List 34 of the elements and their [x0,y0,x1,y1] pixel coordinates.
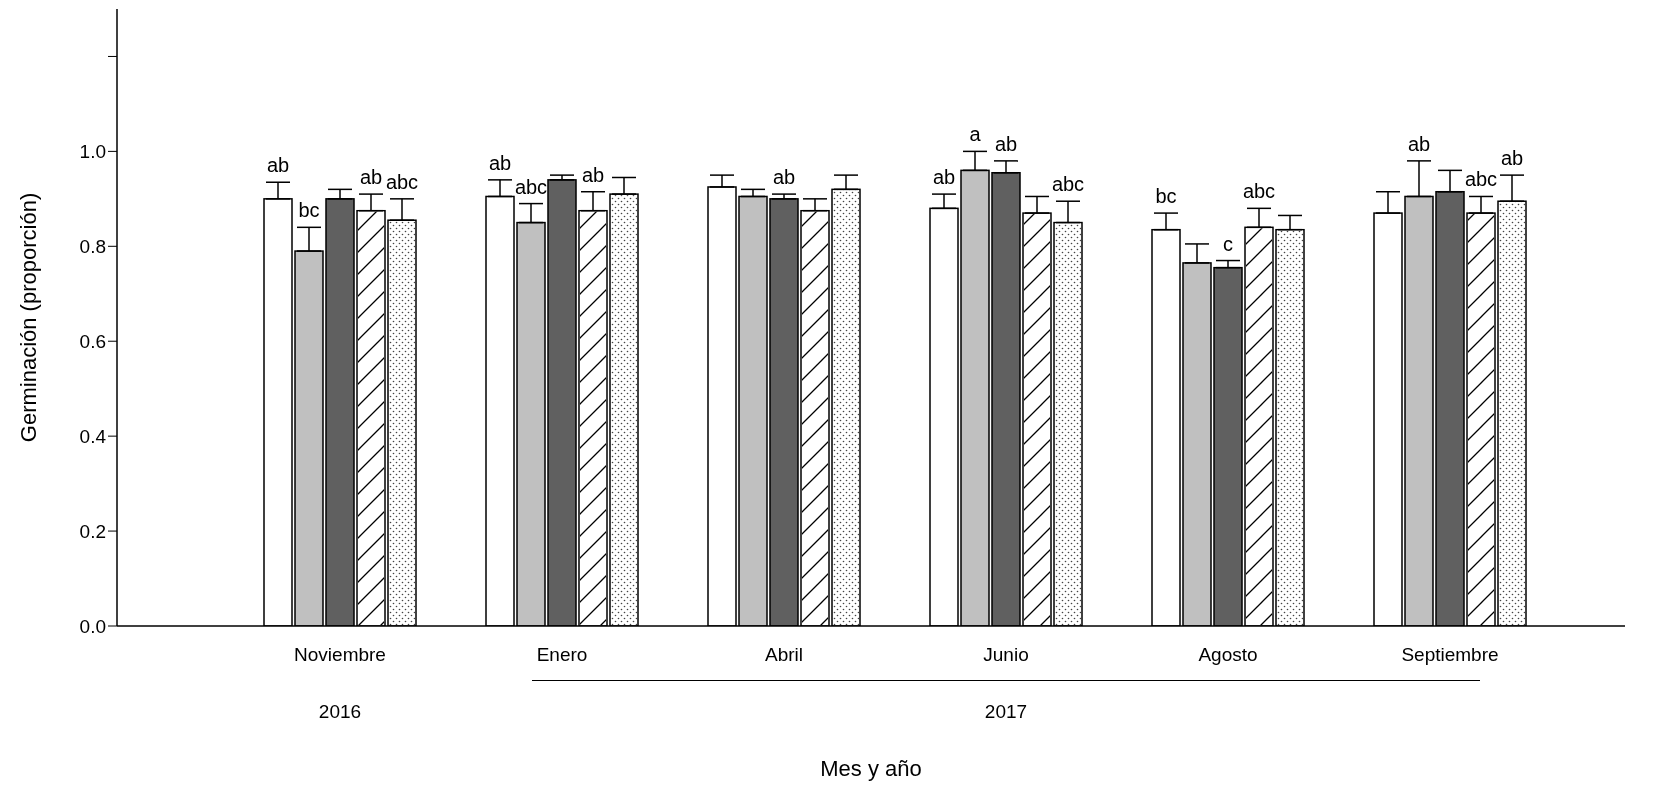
x-tick-label: Septiembre [1401,644,1499,666]
y-tick-label: 0.6 [79,330,106,352]
data-label: abc [1464,168,1498,191]
y-tick-label: 0.2 [79,520,106,542]
data-label: ab [772,166,796,189]
text: 2017 [983,701,1029,723]
x-tick-label: Noviembre [294,644,386,666]
x-tick-label: Agosto [1198,644,1258,666]
data-label: c [1223,232,1233,255]
y-axis-title: Germinación (proporción) [15,192,41,443]
data-label: ab [266,154,290,177]
y-tick-label: 0.4 [79,425,107,447]
data-label: ab [1407,132,1431,155]
data-label: abc [1051,173,1085,196]
data-label: abc [1242,180,1276,203]
data-label: ab [581,163,605,186]
data-label: ab [359,166,383,189]
data-label: bc [1155,185,1177,208]
x-tick-label: Junio [983,644,1029,666]
data-label: abc [514,175,548,198]
data-label: ab [1500,147,1524,170]
y-tick-label: 0.8 [79,236,106,258]
x-tick-label: Abril [764,644,804,666]
data-label: ab [994,132,1018,155]
data-label: abc [385,170,419,193]
data-label: ab [488,151,512,174]
x-axis-title: Mes y año [820,756,922,781]
y-tick-label: 1.0 [79,141,106,163]
text: 2016 [317,701,363,723]
y-tick-label: 0.0 [79,615,106,637]
data-label: ab [932,166,956,189]
x-tick-label: Enero [536,644,588,666]
data-label: a [969,123,982,146]
data-label: bc [298,199,320,222]
